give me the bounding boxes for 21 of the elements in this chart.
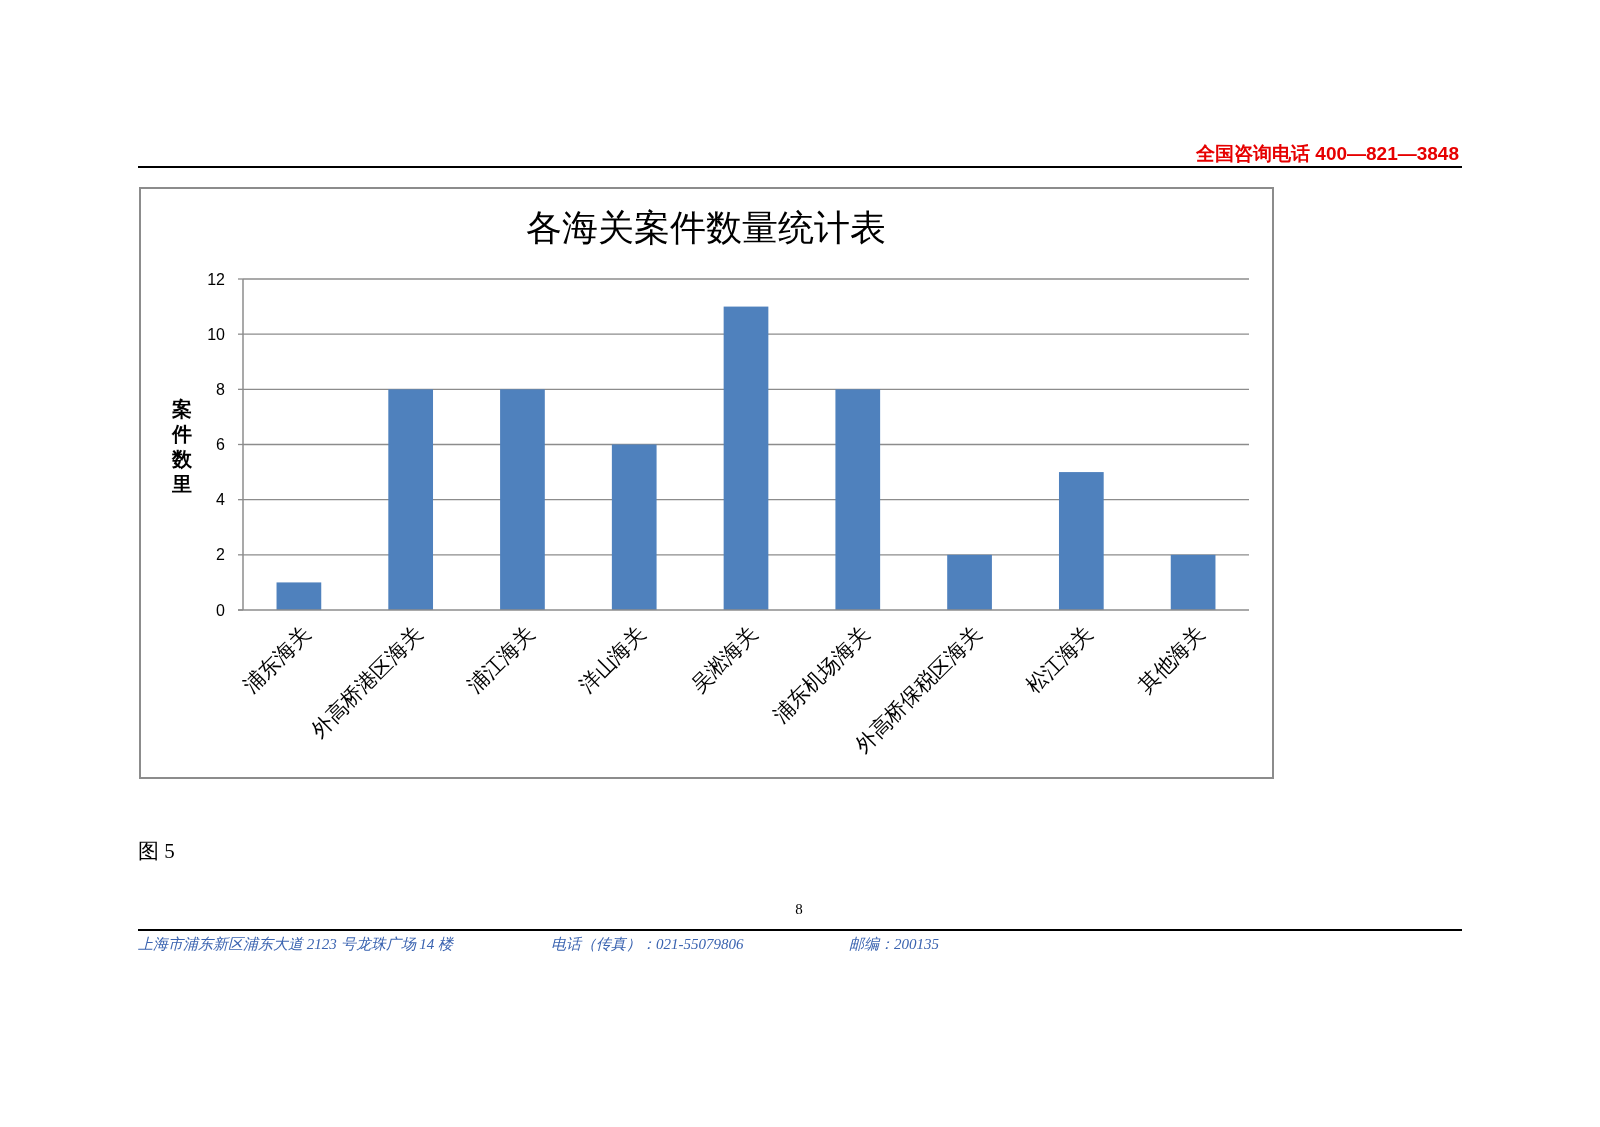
xtick-label: 松江海关 [1021,621,1098,698]
annotation: 邮编：200135 [849,936,939,952]
ytick-label: 12 [207,270,225,288]
annotation: 全国咨询电话 400—821—3848 [1196,143,1459,164]
ytick-label: 6 [216,436,225,453]
ytick-label: 4 [216,491,225,509]
ytick-label: 8 [216,380,225,398]
ytick-label: 2 [216,546,225,564]
xtick-label: 洋山海关 [574,621,651,698]
xtick-label: 吴淞海关 [686,621,763,698]
xtick-label: 浦东海关 [239,621,316,698]
ylabel: 案件数里 [172,398,192,495]
annotation: 电话（传真）：021-55079806 [551,936,744,952]
annotation: 8 [795,901,803,917]
annotation: 图 5 [138,839,175,863]
ytick-label: 10 [207,325,225,343]
xtick-label: 浦江海关 [462,621,539,698]
ytick-label: 0 [216,601,225,619]
title: 各海关案件数量统计表 [526,207,886,248]
annotation: 上海市浦东新区浦东大道 2123 号龙珠广场 14 楼 [138,936,453,952]
xtick-label: 其他海关 [1133,621,1210,698]
